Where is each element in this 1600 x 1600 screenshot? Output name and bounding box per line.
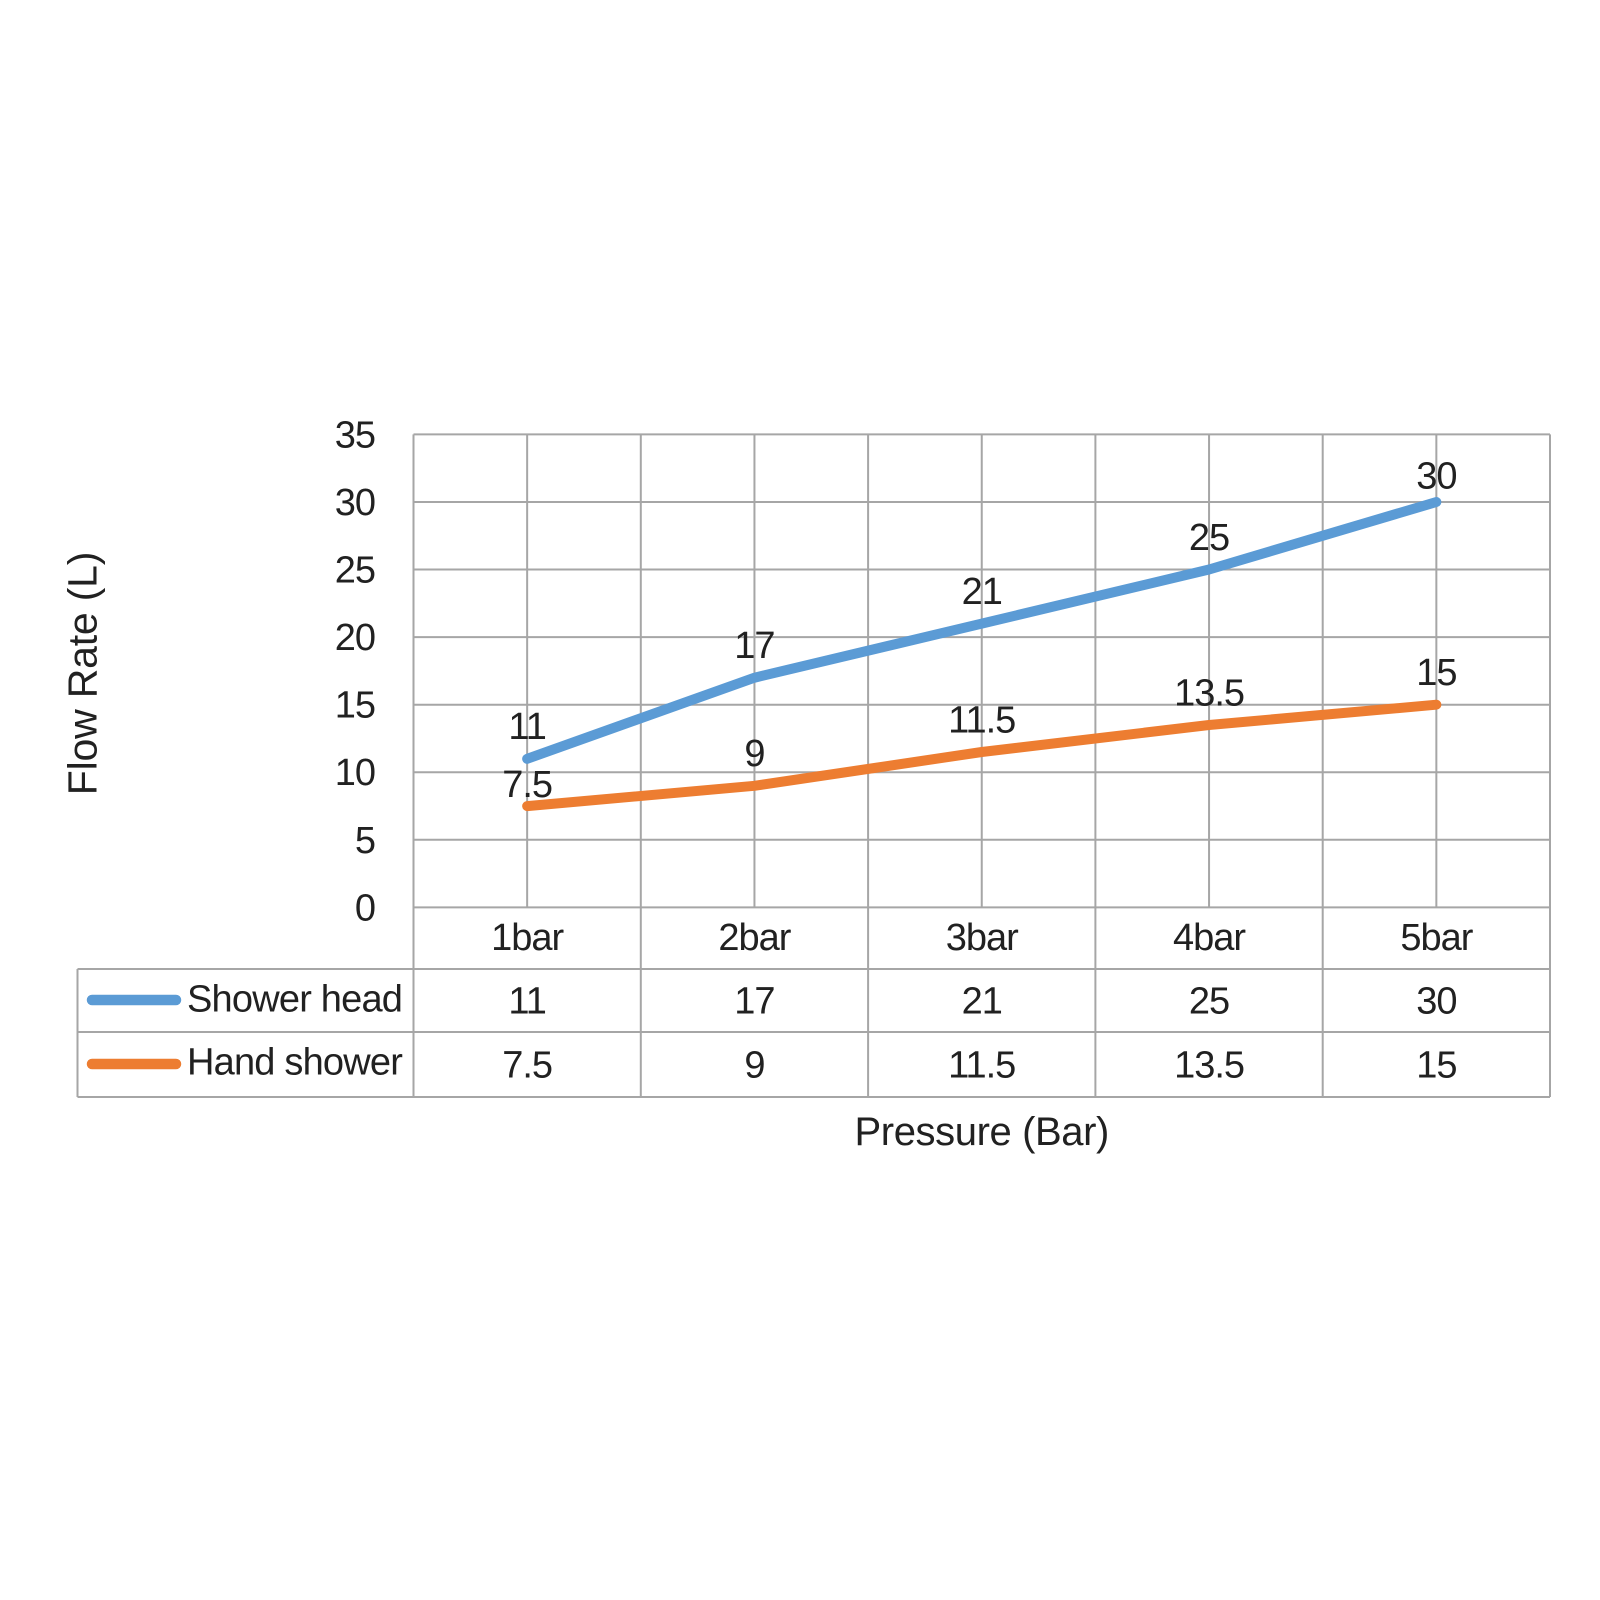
svg-text:Hand shower: Hand shower xyxy=(187,1042,403,1084)
svg-text:9: 9 xyxy=(744,1044,764,1086)
svg-text:13.5: 13.5 xyxy=(1174,1044,1244,1086)
svg-text:11: 11 xyxy=(508,706,545,748)
svg-text:35: 35 xyxy=(335,414,375,456)
svg-text:4bar: 4bar xyxy=(1173,917,1246,959)
svg-text:3bar: 3bar xyxy=(946,917,1019,959)
svg-text:5bar: 5bar xyxy=(1400,917,1473,959)
svg-text:25: 25 xyxy=(1189,517,1229,559)
svg-text:5: 5 xyxy=(355,820,375,862)
svg-text:30: 30 xyxy=(1416,456,1456,498)
svg-text:21: 21 xyxy=(962,571,1002,613)
svg-text:Flow Rate (L): Flow Rate (L) xyxy=(60,552,106,795)
svg-text:20: 20 xyxy=(335,617,375,659)
svg-text:15: 15 xyxy=(335,685,375,727)
svg-text:17: 17 xyxy=(734,981,774,1023)
svg-text:13.5: 13.5 xyxy=(1174,672,1244,714)
svg-text:25: 25 xyxy=(1189,981,1229,1023)
svg-text:11.5: 11.5 xyxy=(948,1044,1015,1086)
svg-text:7.5: 7.5 xyxy=(502,1044,552,1086)
svg-text:30: 30 xyxy=(335,482,375,524)
svg-text:15: 15 xyxy=(1416,1044,1456,1086)
svg-text:0: 0 xyxy=(355,887,375,929)
svg-text:11: 11 xyxy=(508,981,545,1023)
svg-text:1bar: 1bar xyxy=(491,917,564,959)
svg-text:15: 15 xyxy=(1416,652,1456,694)
svg-text:7.5: 7.5 xyxy=(502,764,552,806)
svg-text:17: 17 xyxy=(734,625,774,667)
svg-text:25: 25 xyxy=(335,550,375,592)
svg-text:9: 9 xyxy=(744,733,764,775)
svg-text:Pressure (Bar): Pressure (Bar) xyxy=(855,1110,1109,1154)
svg-text:30: 30 xyxy=(1416,981,1456,1023)
svg-text:21: 21 xyxy=(962,981,1002,1023)
svg-text:11.5: 11.5 xyxy=(948,699,1015,741)
svg-text:10: 10 xyxy=(335,752,375,794)
svg-text:2bar: 2bar xyxy=(718,917,791,959)
svg-text:Shower head: Shower head xyxy=(187,979,402,1021)
